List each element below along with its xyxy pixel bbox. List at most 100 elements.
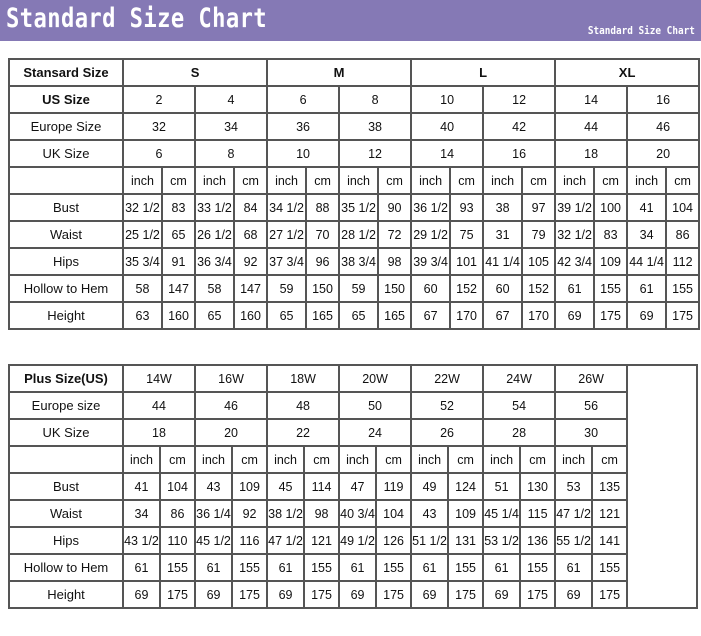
measurement-value: 38 1/2 — [266, 499, 306, 528]
measurement-value: 59 — [338, 274, 380, 303]
measurement-value: 45 1/2 — [194, 526, 234, 555]
measurement-value: 69 — [194, 580, 234, 609]
measurement-value: 47 1/2 — [554, 499, 594, 528]
measurement-value: 121 — [303, 526, 341, 555]
measurement-value: 110 — [158, 526, 197, 555]
unit-inch: inch — [410, 445, 450, 474]
size-value: 28 — [482, 418, 557, 447]
measurement-value: 49 — [410, 472, 450, 501]
measurement-value: 61 — [554, 274, 596, 303]
measurement-value: 131 — [447, 526, 485, 555]
size-value: 24 — [338, 418, 413, 447]
measurement-value: 155 — [591, 553, 629, 582]
size-value: 36 — [266, 112, 341, 141]
measurement-value: 175 — [593, 301, 629, 330]
row-label: US Size — [8, 85, 124, 114]
measurement-value: 28 1/2 — [338, 220, 380, 249]
measurement-row: Hips 35 3/4 91 36 3/4 92 37 3/4 96 38 3/4 98 39 3… — [8, 247, 701, 276]
measurement-row: Bust 32 1/2 83 33 1/2 84 34 1/2 88 35 1/2 90 36 1… — [8, 193, 701, 222]
measurement-value: 41 — [626, 193, 668, 222]
measurement-value: 35 1/2 — [338, 193, 380, 222]
measurement-value: 104 — [375, 499, 413, 528]
row-label: Hips — [8, 247, 124, 276]
measurement-value: 59 — [266, 274, 308, 303]
measurement-value: 67 — [482, 301, 524, 330]
measurement-row: Hollow to Hem 58 147 58 147 59 150 59 150 60 152 60… — [8, 274, 701, 303]
measurement-value: 36 1/2 — [410, 193, 452, 222]
unit-inch: inch — [410, 166, 452, 195]
size-value: 46 — [194, 391, 269, 420]
measurement-row: Hollow to Hem 61 155 61 155 61 155 61 155 61 155 61… — [8, 553, 697, 582]
measurement-value: 98 — [377, 247, 413, 276]
row-label: Height — [8, 580, 124, 609]
measurement-value: 160 — [161, 301, 196, 330]
europe-size-row: Europe Size 32 34 36 38 40 42 44 46 — [8, 112, 701, 141]
row-label: Waist — [8, 499, 124, 528]
measurement-row: Waist 25 1/2 65 26 1/2 68 27 1/2 70 28 1/2 72 29 … — [8, 220, 701, 249]
measurement-value: 43 — [410, 499, 450, 528]
measurement-value: 104 — [158, 472, 197, 501]
size-value: 18 — [121, 418, 197, 447]
unit-cm: cm — [447, 445, 485, 474]
measurement-value: 175 — [303, 580, 341, 609]
measurement-value: 34 — [626, 220, 668, 249]
measurement-value: 61 — [338, 553, 378, 582]
measurement-value: 147 — [232, 274, 269, 303]
size-value: 10 — [410, 85, 485, 114]
unit-cm: cm — [591, 445, 629, 474]
size-value: 38 — [338, 112, 413, 141]
size-value: 30 — [554, 418, 629, 447]
measurement-value: 101 — [449, 247, 485, 276]
measurement-value: 31 — [482, 220, 524, 249]
measurement-value: 39 3/4 — [410, 247, 452, 276]
blank-column — [626, 364, 699, 609]
measurement-value: 61 — [266, 553, 306, 582]
measurement-value: 43 1/2 — [122, 526, 161, 555]
measurement-row: Bust 41 104 43 109 45 114 47 119 49 124 51 130 53 135 — [8, 472, 697, 501]
measurement-value: 93 — [449, 193, 485, 222]
measurement-value: 58 — [194, 274, 235, 303]
size-value: 14 — [554, 85, 629, 114]
measurement-value: 45 1/4 — [482, 499, 522, 528]
measurement-value: 115 — [519, 499, 557, 528]
measurement-value: 152 — [521, 274, 557, 303]
measurement-value: 69 — [554, 301, 596, 330]
measurement-value: 41 1/4 — [482, 247, 524, 276]
measurement-value: 51 — [482, 472, 522, 501]
unit-cm: cm — [521, 166, 557, 195]
unit-cm: cm — [232, 166, 269, 195]
size-value: 16W — [194, 364, 269, 393]
page-title: Standard Size Chart — [6, 3, 268, 34]
measurement-value: 69 — [122, 580, 161, 609]
measurement-value: 175 — [375, 580, 413, 609]
measurement-value: 70 — [305, 220, 341, 249]
measurement-value: 155 — [375, 553, 413, 582]
uk-size-row: UK Size 6 8 10 12 14 16 18 20 — [8, 139, 701, 168]
measurement-value: 109 — [447, 499, 485, 528]
size-value: 56 — [554, 391, 629, 420]
measurement-value: 53 1/2 — [482, 526, 522, 555]
measurement-value: 175 — [665, 301, 701, 330]
measurement-value: 38 3/4 — [338, 247, 380, 276]
measurement-value: 65 — [338, 301, 380, 330]
measurement-value: 86 — [158, 499, 197, 528]
unit-inch: inch — [266, 166, 308, 195]
measurement-value: 65 — [194, 301, 235, 330]
measurement-value: 61 — [122, 553, 161, 582]
uk-size-row: UK Size 18 20 22 24 26 28 30 — [8, 418, 697, 447]
measurement-value: 45 — [266, 472, 306, 501]
measurement-value: 150 — [377, 274, 413, 303]
size-value: 12 — [338, 139, 413, 168]
unit-inch: inch — [266, 445, 306, 474]
unit-row: inch cm inch cm inch cm inch cm inch cm inch cm inch… — [8, 166, 701, 195]
measurement-value: 170 — [449, 301, 485, 330]
measurement-value: 92 — [232, 247, 269, 276]
measurement-value: 35 3/4 — [122, 247, 163, 276]
measurement-value: 69 — [410, 580, 450, 609]
measurement-row: Waist 34 86 36 1/4 92 38 1/2 98 40 3/4 104 43 109 4… — [8, 499, 697, 528]
unit-cm: cm — [377, 166, 413, 195]
measurement-value: 126 — [375, 526, 413, 555]
measurement-value: 44 1/4 — [626, 247, 668, 276]
size-value: 50 — [338, 391, 413, 420]
measurement-value: 175 — [447, 580, 485, 609]
